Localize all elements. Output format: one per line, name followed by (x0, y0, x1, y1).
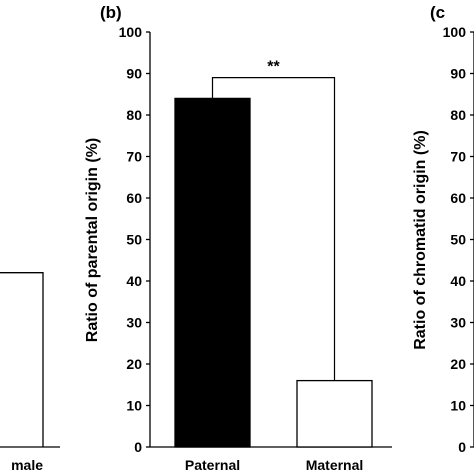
panel-b-y-tick-label: 30 (126, 315, 142, 331)
panel-a: male (0, 272, 60, 473)
panel-c-y-tick-label: 10 (450, 398, 466, 414)
panel-a-bar (0, 272, 44, 447)
panel-b-y-tick-label: 40 (126, 273, 142, 289)
panel-c-y-tick-label: 50 (450, 232, 466, 248)
panel-b-y-tick-label: 50 (126, 232, 142, 248)
panel-c: (c Ratio of chromatid origin (%) 0 10 20 30… (412, 3, 474, 455)
panel-c-y-tick-label: 40 (450, 273, 466, 289)
panel-c-y-tick-label: 20 (450, 356, 466, 372)
panel-c-letter: (c (430, 3, 445, 22)
panel-b-y-tick-label: 80 (126, 107, 142, 123)
panel-c-y-tick-label: 70 (450, 149, 466, 165)
panel-b-y-tick-label: 10 (126, 398, 142, 414)
panel-c-y-tick-label: 30 (450, 315, 466, 331)
panel-b-significance-bracket (211, 77, 336, 381)
panel-b-y-tick-label: 100 (119, 24, 143, 40)
panel-b-letter: (b) (100, 3, 122, 22)
panel-b-y-tick-label: 0 (134, 439, 142, 455)
panel-b-bar-maternal (296, 379, 373, 448)
panel-c-y-tick-label: 100 (443, 24, 467, 40)
panel-b-bar-paternal (174, 97, 251, 448)
panel-a-category-label: male (11, 457, 43, 473)
panel-c-y-axis-title: Ratio of chromatid origin (%) (412, 130, 429, 350)
panel-c-y-tick-label: 0 (458, 439, 466, 455)
panel-b-y-tick-label: 60 (126, 190, 142, 206)
panel-c-y-tick-label: 60 (450, 190, 466, 206)
panel-b-y-tick-label: 70 (126, 149, 142, 165)
panel-b-significance-label: ** (267, 59, 280, 76)
panel-c-y-tick-label: 80 (450, 107, 466, 123)
panel-c-y-tick-label: 90 (450, 66, 466, 82)
panel-b-x-tick-label: Paternal (185, 457, 240, 473)
panel-b-y-tick-label: 90 (126, 66, 142, 82)
panel-b: (b) Ratio of parental origin (%) 0 10 20 30… (84, 3, 392, 473)
panel-b-y-tick-label: 20 (126, 356, 142, 372)
panel-b-y-axis-title: Ratio of parental origin (%) (84, 138, 101, 342)
panel-b-x-tick-label: Maternal (306, 457, 364, 473)
